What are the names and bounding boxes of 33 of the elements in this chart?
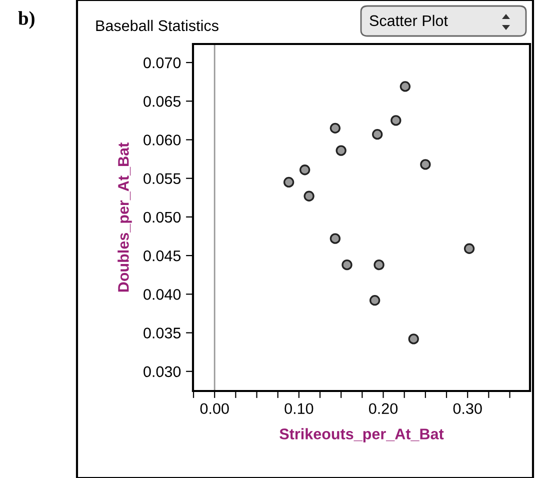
y-tick-label: 0.065	[144, 96, 181, 107]
point	[342, 259, 352, 270]
x-tick-label: 0.10	[284, 403, 314, 414]
y-tick-label: 0.055	[144, 173, 181, 184]
point	[299, 164, 310, 176]
y-tick-label: 0.050	[144, 212, 181, 223]
point	[330, 233, 341, 244]
x-tick-label: 0.30	[453, 403, 482, 414]
text: Scatter Plot	[370, 14, 448, 26]
point	[304, 190, 314, 202]
point	[374, 259, 384, 270]
point	[372, 129, 383, 140]
point	[408, 334, 419, 344]
point	[400, 81, 411, 92]
y-tick-label: 0.045	[144, 250, 181, 262]
point	[336, 145, 346, 156]
y-tick-label: 0.035	[144, 328, 181, 338]
point	[369, 295, 380, 306]
x-tick-label: 0.00	[200, 403, 229, 414]
x-tick-label: 0.20	[368, 403, 398, 414]
y-axis-title: Doubles_per_At_Bat	[118, 142, 132, 292]
x-axis-title: Strikeouts_per_At_Bat	[280, 428, 444, 442]
point	[283, 176, 294, 188]
y-tick-label: 0.060	[144, 134, 181, 146]
point	[464, 243, 475, 254]
y-tick-label: 0.030	[144, 366, 181, 378]
y-tick-label: 0.070	[144, 57, 181, 68]
chart-title: Baseball Statistics	[96, 20, 218, 32]
text: b)	[18, 11, 34, 29]
point	[420, 159, 431, 170]
point	[330, 122, 341, 134]
point	[390, 115, 402, 126]
y-tick-label: 0.040	[144, 289, 181, 300]
